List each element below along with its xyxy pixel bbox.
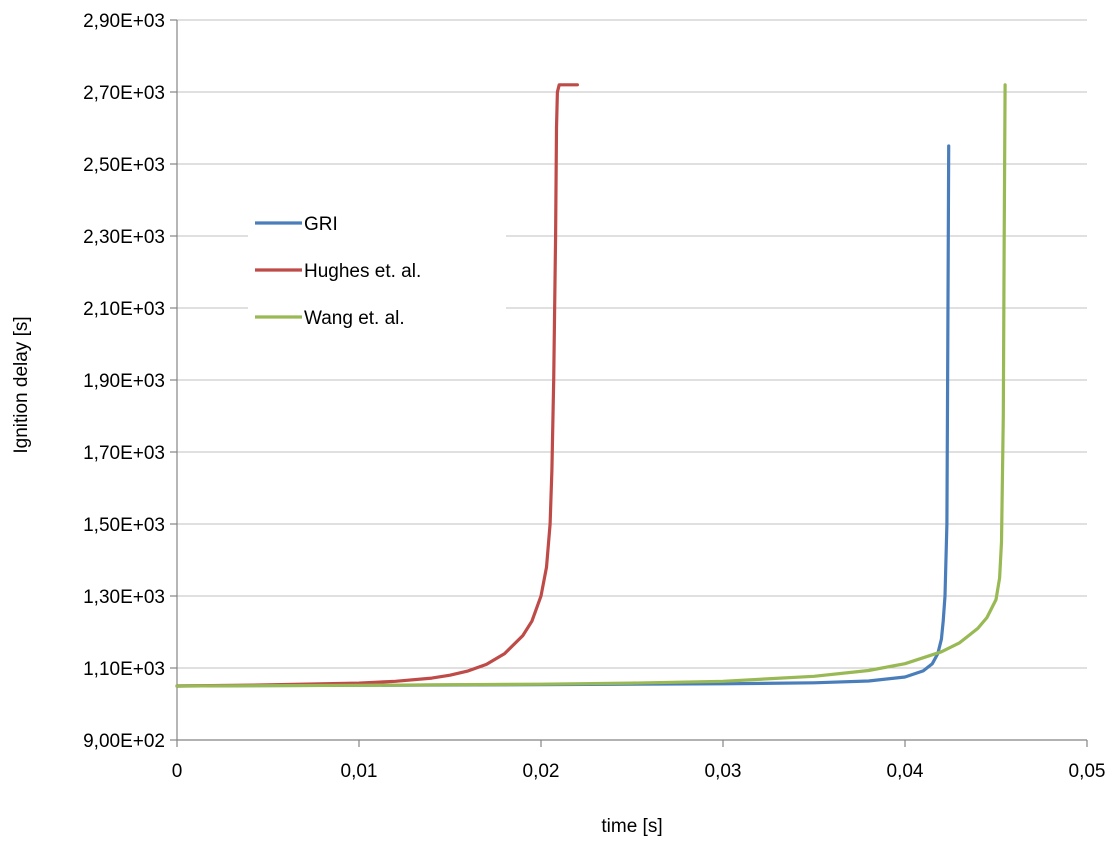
y-tick-label: 1,90E+03 [83,371,165,392]
series-layer [175,83,1007,688]
axis-layer: 9,00E+02 1,10E+03 1,30E+03 1,50E+03 1,70E+03… [83,11,1105,782]
x-tick-label: 0,01 [341,761,378,782]
series-line-wang-et-al [175,83,1007,688]
x-tick-label: 0,02 [523,761,560,782]
y-tick-label: 2,10E+03 [83,299,165,320]
x-tick-label: 0,04 [887,761,924,782]
x-tick-label: 0,05 [1069,761,1106,782]
y-tick-label: 9,00E+02 [83,731,165,752]
y-tick-label: 2,50E+03 [83,155,165,176]
y-tick-label: 2,90E+03 [83,11,165,32]
y-tick-label: 2,30E+03 [83,227,165,248]
y-tick-label: 1,10E+03 [83,659,165,680]
y-tick-label: 2,70E+03 [83,83,165,104]
x-tick-label: 0,03 [705,761,742,782]
y-tick-label: 1,70E+03 [83,443,165,464]
y-tick-label: 1,30E+03 [83,587,165,608]
legend-label-hughes-et-al: Hughes et. al. [304,261,421,282]
series-line-hughes-et-al [175,83,580,688]
y-axis-title: Ignition delay [s] [11,316,32,453]
legend-label-wang-et-al: Wang et. al. [304,308,405,329]
grid-layer [177,19,1087,669]
legend: GRI Hughes et. al. Wang et. al. [248,196,506,329]
y-tick-label: 1,50E+03 [83,515,165,536]
legend-box [248,196,506,320]
x-axis-title: time [s] [601,816,662,837]
x-tick-label: 0 [172,761,183,782]
legend-label-gri: GRI [304,214,338,235]
